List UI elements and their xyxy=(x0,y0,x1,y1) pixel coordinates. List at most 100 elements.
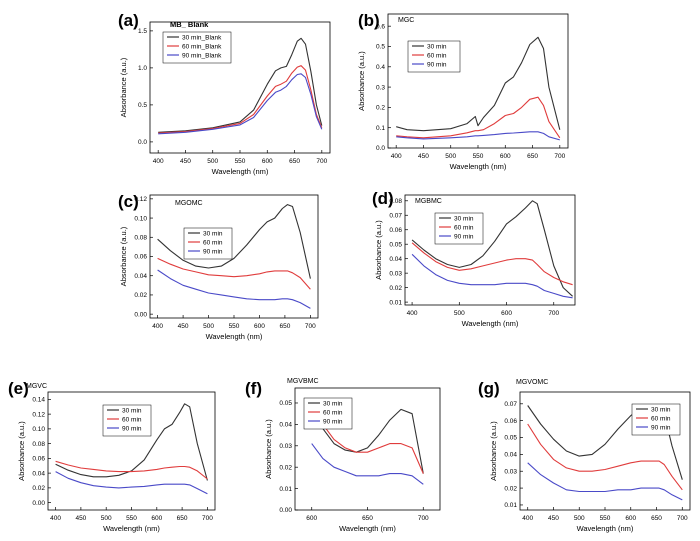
y-tick-label: 0.00 xyxy=(134,311,147,318)
y-tick-label: 0.05 xyxy=(389,241,402,248)
legend-label: 90 min xyxy=(203,249,223,256)
y-tick-label: 0.08 xyxy=(134,234,147,241)
y-tick-label: 0.4 xyxy=(376,64,385,71)
x-tick-label: 650 xyxy=(289,158,300,165)
series-line-30-min xyxy=(411,200,573,297)
y-tick-label: 0.06 xyxy=(134,254,147,261)
series-line-90-min xyxy=(411,253,573,299)
legend-label: 90 min xyxy=(323,419,343,426)
chart-title: MGVC xyxy=(26,383,47,390)
chart-title: MGOMC xyxy=(175,200,203,207)
x-tick-label: 700 xyxy=(305,323,316,330)
y-tick-label: 0.10 xyxy=(134,215,147,222)
chart-title: MGC xyxy=(398,17,414,24)
x-tick-label: 600 xyxy=(151,515,162,522)
series-line-30-min xyxy=(158,37,323,133)
y-axis-label: Absorbance (a.u.) xyxy=(17,421,26,481)
series-line-90-min xyxy=(396,131,560,141)
y-tick-label: 0.5 xyxy=(376,44,385,51)
x-tick-label: 700 xyxy=(677,515,688,522)
x-tick-label: 400 xyxy=(50,515,61,522)
x-tick-label: 400 xyxy=(153,158,164,165)
legend-label: 30 min xyxy=(454,216,474,223)
y-tick-label: 0.02 xyxy=(32,485,45,492)
y-tick-label: 0.04 xyxy=(134,273,147,280)
y-axis-label: Absorbance (a.u.) xyxy=(489,421,498,481)
x-tick-label: 650 xyxy=(362,515,373,522)
y-tick-label: 0.05 xyxy=(504,435,517,442)
x-tick-label: 650 xyxy=(279,323,290,330)
legend-label: 60 min xyxy=(323,410,343,417)
x-axis-label: Wavelength (nm) xyxy=(212,167,269,176)
y-tick-label: 0.5 xyxy=(138,102,147,109)
x-tick-label: 650 xyxy=(651,515,662,522)
y-tick-label: 0.06 xyxy=(504,418,517,425)
y-tick-label: 0.00 xyxy=(279,507,292,514)
x-tick-label: 450 xyxy=(75,515,86,522)
series-line-90-min xyxy=(311,443,424,485)
chart-panel-2: (b) 400 450 500 550 600 650 700 0.0 0.1 0.2 0.3 0.4 0… xyxy=(357,11,569,171)
chart-title: MGBMC xyxy=(415,198,442,205)
x-tick-label: 600 xyxy=(254,323,265,330)
x-tick-label: 650 xyxy=(177,515,188,522)
y-tick-label: 0.03 xyxy=(504,468,517,475)
legend-label: 30 min xyxy=(323,401,343,408)
y-tick-label: 0.03 xyxy=(279,443,292,450)
y-tick-label: 0.05 xyxy=(279,400,292,407)
x-tick-label: 500 xyxy=(454,310,465,317)
legend-label: 60 min xyxy=(454,225,474,232)
x-tick-label: 400 xyxy=(407,310,418,317)
chart-title: MGVOMC xyxy=(516,379,548,386)
series-line-60-min xyxy=(396,96,561,139)
y-axis-label: Absorbance (a.u.) xyxy=(357,51,366,111)
y-tick-label: 0.03 xyxy=(389,270,402,277)
legend-label: 30 min xyxy=(427,44,447,51)
y-tick-label: 0.6 xyxy=(376,23,385,30)
x-tick-label: 450 xyxy=(548,515,559,522)
chart-panel-5: (e) 400 450 500 550 600 650 700 0.00 0.02 0.04 0.06… xyxy=(8,379,216,533)
x-tick-label: 600 xyxy=(262,158,273,165)
chart-title: MGVBMC xyxy=(287,378,319,385)
x-tick-label: 550 xyxy=(600,515,611,522)
x-tick-label: 600 xyxy=(500,153,511,160)
y-tick-label: 0.02 xyxy=(504,485,517,492)
y-tick-label: 0.04 xyxy=(389,256,402,263)
panel-label: (g) xyxy=(478,379,500,398)
legend-label: 60 min xyxy=(651,416,671,423)
series-line-90-min xyxy=(158,73,323,135)
y-tick-label: 0.06 xyxy=(32,456,45,463)
legend-label: 90 min xyxy=(651,425,671,432)
series-line-60-min xyxy=(158,65,323,134)
y-tick-label: 0.01 xyxy=(504,502,517,509)
y-tick-label: 0.02 xyxy=(389,285,402,292)
panel-label: (f) xyxy=(245,379,262,398)
x-tick-label: 550 xyxy=(473,153,484,160)
legend-label: 90 min xyxy=(427,62,447,69)
legend-label: 90 min_Blank xyxy=(182,53,222,60)
legend-label: 60 min_Blank xyxy=(182,44,222,51)
y-tick-label: 0.0 xyxy=(376,145,385,152)
y-tick-label: 0.0 xyxy=(138,139,147,146)
chart-panel-4: (d) 400 500 600 700 0.01 0.02 0.03 0.04 0.05 0.06 0… xyxy=(372,189,576,328)
y-tick-label: 0.01 xyxy=(279,486,292,493)
series-line-60-min xyxy=(311,400,424,474)
chart-panel-6: (f) 600 650 700 0.00 0.01 0.02 0.03 0.04 0.05 Wave… xyxy=(245,378,441,533)
legend-label: 90 min xyxy=(454,234,474,241)
panel-label: (b) xyxy=(358,11,380,30)
legend-label: 90 min xyxy=(122,426,142,433)
series-line-90-min xyxy=(157,269,311,309)
x-tick-label: 550 xyxy=(235,158,246,165)
y-tick-label: 0.08 xyxy=(32,441,45,448)
y-tick-label: 0.08 xyxy=(389,198,402,205)
y-tick-label: 0.2 xyxy=(376,105,385,112)
x-tick-label: 600 xyxy=(501,310,512,317)
x-tick-label: 700 xyxy=(202,515,213,522)
y-tick-label: 0.04 xyxy=(504,452,517,459)
x-tick-label: 700 xyxy=(316,158,327,165)
y-tick-label: 0.14 xyxy=(32,397,45,404)
x-tick-label: 550 xyxy=(229,323,240,330)
x-tick-label: 600 xyxy=(306,515,317,522)
x-tick-label: 700 xyxy=(548,310,559,317)
legend-label: 60 min xyxy=(427,53,447,60)
x-tick-label: 400 xyxy=(152,323,163,330)
